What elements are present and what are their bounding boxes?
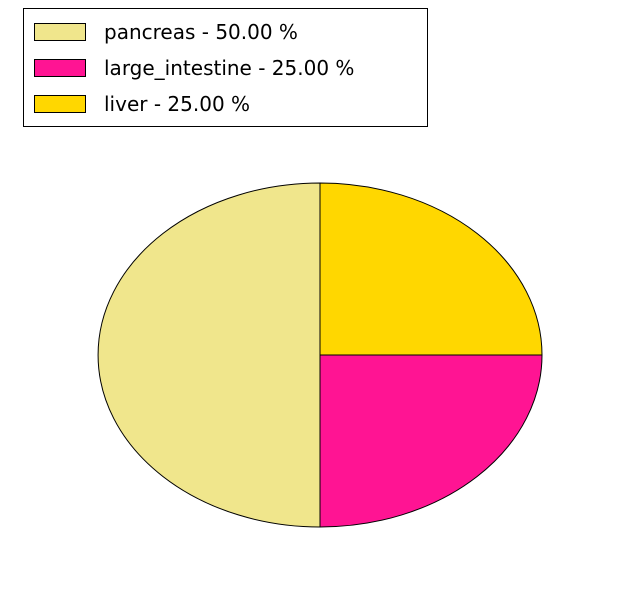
legend: pancreas - 50.00 % large_intestine - 25.…: [23, 8, 428, 127]
legend-swatch-liver: [34, 94, 86, 113]
legend-label-liver: liver - 25.00 %: [104, 91, 251, 116]
pie-slice-large_intestine: [319, 354, 543, 528]
legend-label-large-intestine: large_intestine - 25.00 %: [104, 55, 355, 80]
legend-label-pancreas: pancreas - 50.00 %: [104, 19, 298, 44]
legend-swatch-large-intestine: [34, 58, 86, 77]
legend-item-large-intestine: large_intestine - 25.00 %: [34, 50, 427, 86]
pie-slice-liver: [319, 182, 543, 356]
legend-swatch-pancreas: [34, 22, 86, 41]
pie-slice-pancreas: [97, 182, 321, 528]
legend-item-liver: liver - 25.00 %: [34, 86, 427, 122]
legend-item-pancreas: pancreas - 50.00 %: [34, 14, 427, 50]
